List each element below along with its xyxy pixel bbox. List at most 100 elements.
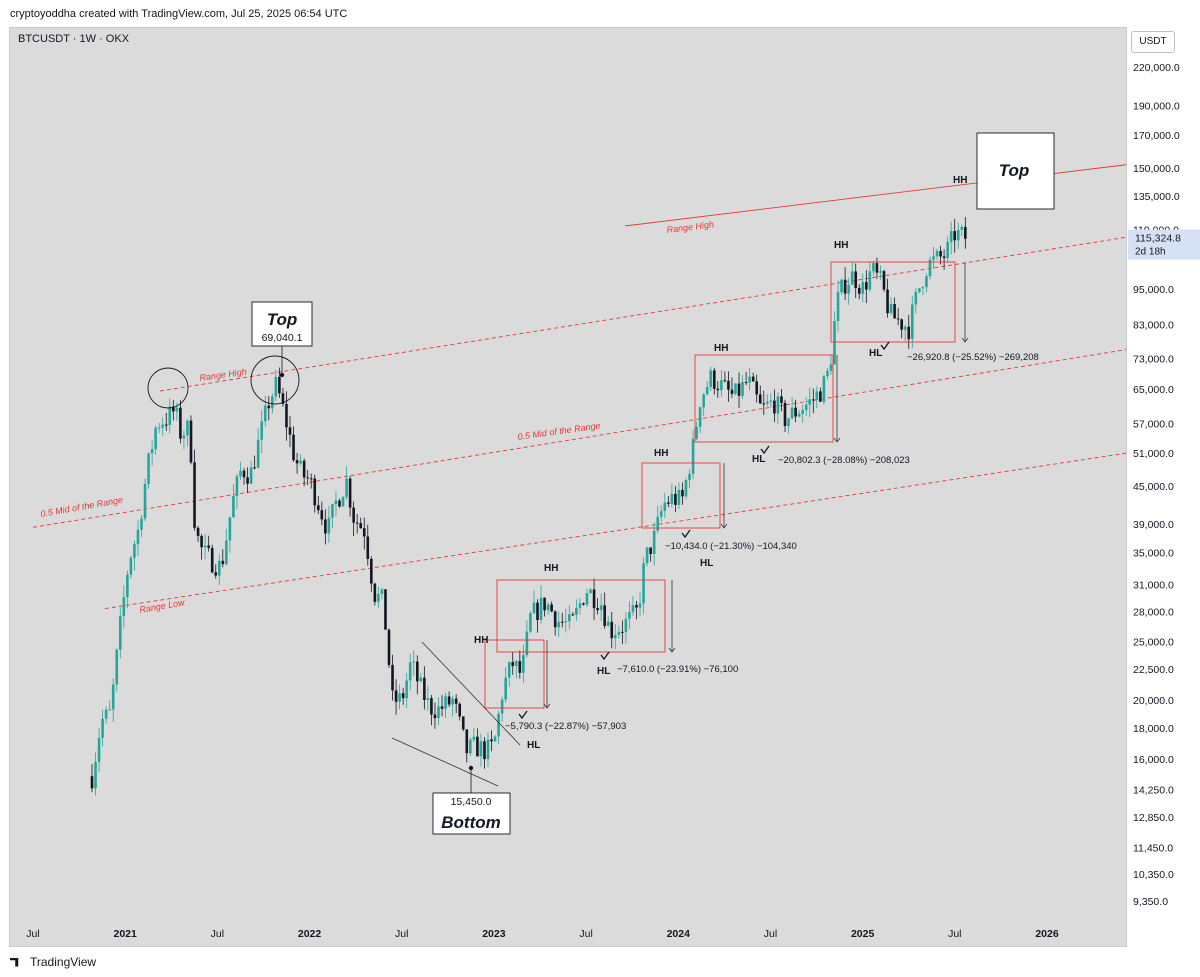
x-tick-label: Jul [211, 928, 224, 940]
candle-body [514, 661, 518, 667]
candle-body [624, 618, 628, 633]
candle-body [214, 572, 218, 576]
y-tick-label: 10,350.0 [1133, 869, 1174, 881]
candle-body [882, 271, 886, 290]
candle-body [355, 522, 359, 524]
candle-body [200, 535, 203, 548]
check-mark-icon [518, 710, 528, 720]
candle-body [412, 661, 416, 663]
measure-arrow-4-head [833, 437, 841, 443]
candle-body [727, 380, 730, 390]
candle-body [578, 603, 582, 608]
range-high-label-2: Range High [666, 219, 714, 235]
candle-body [359, 523, 363, 529]
currency-button[interactable]: USDT [1131, 31, 1175, 53]
candle-body [822, 376, 826, 402]
candle-body [939, 250, 942, 257]
candle-body [221, 560, 225, 565]
candle-body [674, 493, 677, 505]
candle-body [507, 662, 511, 678]
candle-body [596, 608, 599, 611]
candle-body [585, 593, 589, 605]
candle-body [606, 621, 610, 626]
mid-range-label-1: 0.5 Mid of the Range [40, 495, 124, 519]
top-callout-box [251, 301, 313, 347]
candle-body [97, 737, 101, 762]
candle-body [242, 470, 246, 478]
candle-body [571, 614, 575, 616]
candle-body [758, 394, 762, 404]
candle-body [790, 407, 794, 419]
candle-body [801, 410, 804, 414]
candle-body [744, 382, 748, 384]
candle-body [493, 736, 497, 742]
candle-body [256, 439, 260, 468]
candle-body [840, 279, 843, 293]
candle-body [935, 250, 939, 257]
candle-body [921, 287, 925, 289]
candle-body [225, 540, 228, 565]
hh-label: HH [544, 563, 558, 574]
candle-body [486, 739, 490, 760]
candle-body [635, 605, 638, 608]
candle-body [879, 271, 882, 273]
candle-body [309, 478, 313, 480]
candle-body [157, 427, 161, 429]
candle-body [532, 602, 536, 614]
candle-body [168, 406, 172, 425]
candle-body [610, 621, 614, 639]
measure-arrow-1-head [543, 703, 551, 709]
candle-body [670, 493, 674, 504]
candle-body [331, 504, 334, 518]
candle-body [469, 739, 472, 754]
candle-body [140, 518, 143, 530]
candle-body [210, 547, 214, 573]
y-tick-label: 45,000.0 [1133, 481, 1174, 493]
candle-body [564, 621, 568, 623]
candle-body [712, 370, 716, 389]
measure-arrow-5-head [961, 337, 969, 343]
candle-body [783, 402, 787, 427]
candle-body [271, 396, 274, 409]
candle-body [405, 680, 408, 699]
candle-body [235, 476, 239, 497]
symbol-label: BTCUSDT · 1W · OKX [18, 33, 130, 45]
candle-body [274, 377, 278, 397]
candle-body [203, 545, 207, 548]
plot-group [32, 132, 1126, 835]
candle-body [872, 263, 875, 272]
candle-body [398, 693, 401, 702]
candle-body [762, 403, 766, 405]
y-tick-label: 18,000.0 [1133, 723, 1174, 735]
candle-body [327, 517, 331, 534]
check-mark-icon [600, 651, 610, 661]
bottom-callout-dot [468, 765, 474, 771]
candle-body [447, 696, 451, 705]
candle-body [857, 287, 861, 294]
y-tick-label: 22,500.0 [1133, 664, 1174, 676]
candle-body [702, 394, 705, 408]
last-price-label: 115,324.8 [1135, 233, 1181, 245]
y-tick-label: 57,000.0 [1133, 419, 1174, 431]
candle-body [582, 603, 585, 605]
candle-body [903, 326, 907, 330]
measure-label-2: −7,610.0 (−23.91%) −76,100 [617, 664, 738, 675]
measure-label-1: −5,790.3 (−22.87%) −57,903 [505, 721, 626, 732]
candle-body [956, 229, 960, 241]
candle-body [797, 413, 801, 417]
candle-body [681, 489, 684, 497]
price-axis[interactable] [1127, 27, 1200, 947]
hl-label: HL [527, 740, 540, 751]
candle-body [621, 631, 624, 633]
candle-body [377, 593, 380, 602]
candle-body [568, 614, 571, 622]
candle-body [348, 478, 352, 508]
candle-body [511, 662, 515, 667]
wedge-upper-line [421, 641, 521, 746]
candle-body [910, 304, 914, 340]
candle-body [465, 729, 469, 754]
range-low-line [104, 452, 1126, 609]
candle-body [861, 282, 865, 294]
y-tick-label: 95,000.0 [1133, 284, 1174, 296]
candle-body [316, 505, 320, 511]
